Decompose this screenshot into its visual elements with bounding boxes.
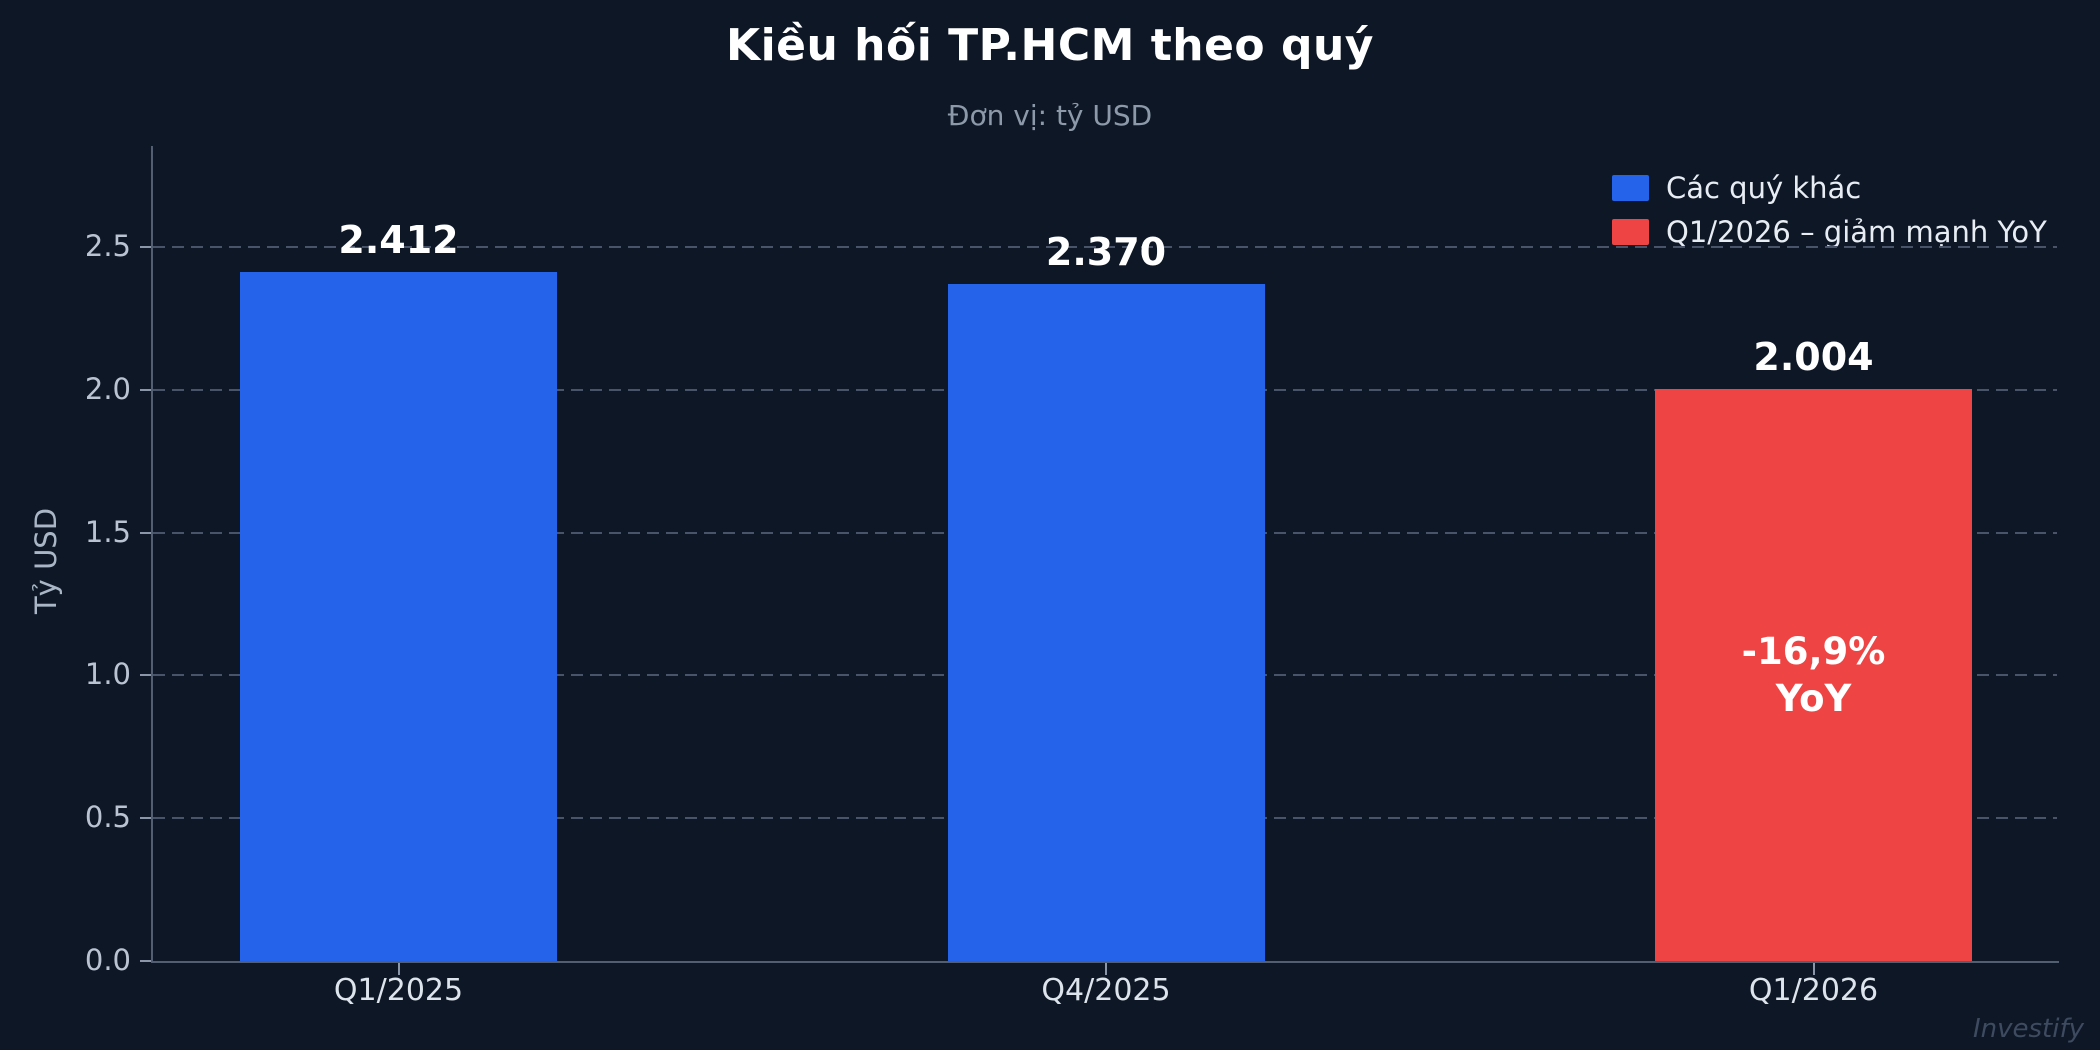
x-tick [1812, 963, 1815, 975]
gridline-2.5 [153, 246, 2057, 248]
x-tick-label: Q1/2026 [1748, 973, 1879, 1008]
y-tick-label: 0.0 [84, 943, 131, 977]
annotation-line: YoY [1775, 676, 1852, 720]
y-tick [140, 674, 152, 677]
legend-label: Các quý khác [1666, 171, 1862, 205]
x-tick-label: Q4/2025 [1041, 973, 1171, 1008]
y-tick [140, 960, 152, 962]
y-tick-label: 0.5 [84, 800, 131, 835]
legend-item-other-quarters: Các quý khác [1612, 166, 2047, 210]
chart-title: Kiều hối TP.HCM theo quý [726, 20, 1374, 71]
bar-q1-2026 [1655, 388, 1972, 961]
y-tick-label: 1.5 [84, 514, 131, 549]
annotation-line: -16,9% [1741, 629, 1886, 673]
chart-subtitle: Đơn vị: tỷ USD [947, 99, 1153, 132]
x-tick [1105, 963, 1107, 975]
legend-swatch-blue [1612, 175, 1649, 201]
bar-value-label: 2.004 [1753, 334, 1874, 379]
y-tick-label: 2.0 [84, 371, 131, 406]
y-tick-label: 2.5 [84, 229, 131, 263]
legend-label: Q1/2026 – giảm mạnh YoY [1666, 215, 2047, 249]
y-tick-label: 1.0 [84, 657, 131, 692]
bar-value-label: 2.412 [338, 218, 459, 263]
bar-value-label: 2.370 [1045, 230, 1167, 275]
yoy-annotation: -16,9% YoY [1614, 628, 2014, 722]
y-tick [140, 246, 152, 248]
y-tick [140, 388, 152, 391]
y-axis-spine [151, 146, 153, 963]
watermark: Investify [1972, 1014, 2084, 1044]
legend: Các quý khác Q1/2026 – giảm mạnh YoY [1612, 166, 2047, 254]
x-axis-spine [151, 961, 2059, 963]
y-tick [140, 817, 152, 820]
bar-q1-2025 [240, 272, 557, 961]
y-tick [140, 531, 152, 534]
x-tick-label: Q1/2025 [333, 973, 464, 1008]
x-tick [397, 963, 400, 975]
bar-q4-2025 [947, 284, 1265, 961]
legend-item-q1-2026: Q1/2026 – giảm mạnh YoY [1612, 210, 2047, 254]
legend-swatch-red [1612, 219, 1649, 245]
